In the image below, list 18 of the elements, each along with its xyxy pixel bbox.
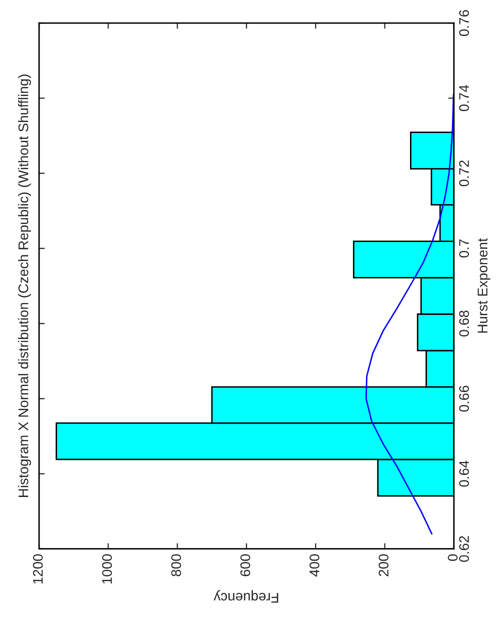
y-tick-label: 0.7	[459, 239, 469, 258]
y-tick-label: 0.66	[459, 386, 469, 412]
y-tick-label: 0.76	[459, 10, 469, 36]
y-tick-label: 0.72	[459, 160, 469, 186]
y-tick-label: 0.68	[459, 310, 469, 336]
x-tick-label: 0	[448, 554, 458, 561]
x-tick-label: 800	[171, 554, 182, 576]
x-tick-label: 200	[378, 554, 388, 576]
y-tick-label: 0.74	[459, 85, 469, 112]
x-tick-label: 1200	[32, 554, 43, 584]
x-tick-label: 1000	[102, 554, 112, 584]
x-tick-label: 600	[240, 554, 250, 576]
x-axis-title: Frequency	[214, 590, 278, 603]
y-tick-label: 0.62	[459, 536, 469, 562]
y-tick-label: 0.64	[459, 460, 469, 487]
y-axis-title: Hurst Exponent	[478, 238, 490, 333]
x-tick-label: 400	[310, 554, 320, 577]
text: Histogram X Normal distribution (Czech Republic) (Without Shuffling)	[18, 74, 32, 497]
